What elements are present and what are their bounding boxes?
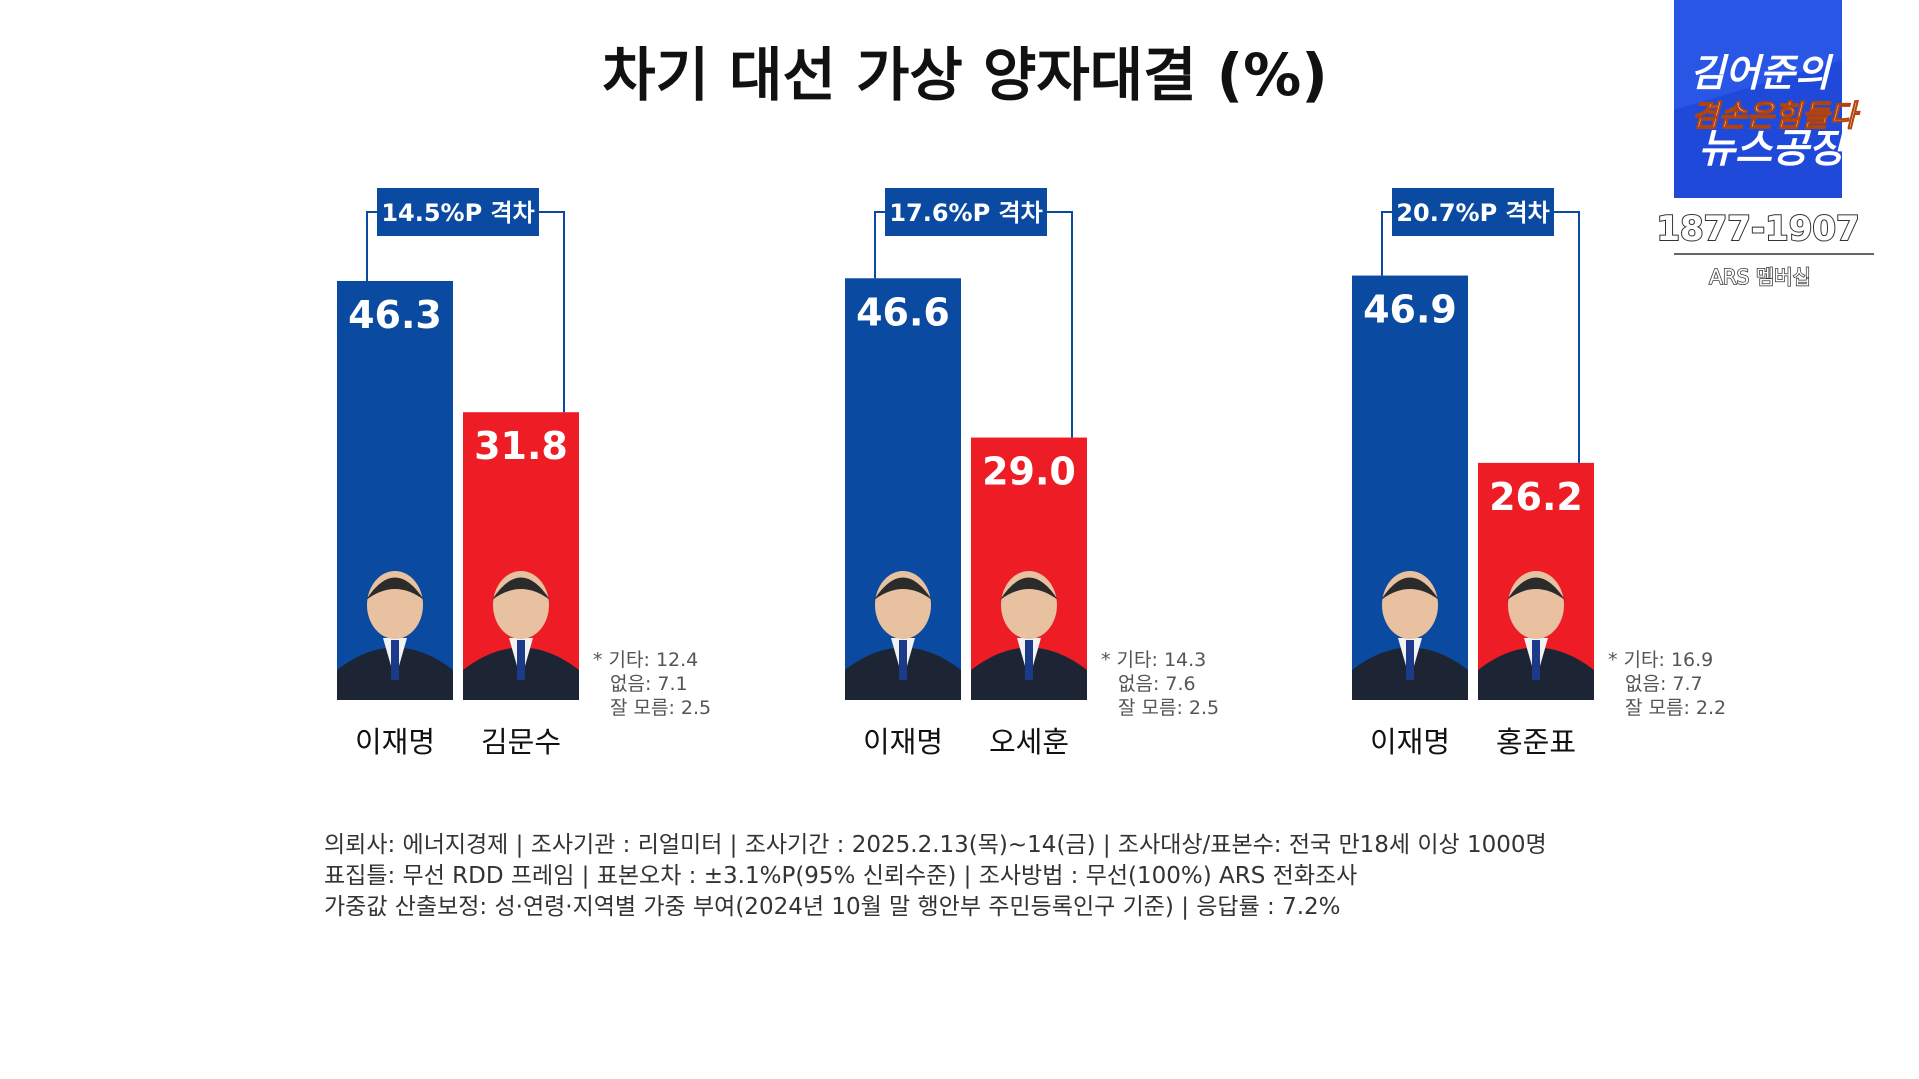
bar-value-label: 29.0 [982,450,1076,494]
candidate-name: 이재명 [355,725,435,759]
survey-footnote: 의뢰사: 에너지경제 | 조사기관 : 리얼미터 | 조사기간 : 2025.2… [324,832,1547,920]
candidate-photo [337,571,453,700]
candidate-photo [1478,571,1594,700]
footnote-line-1: 의뢰사: 에너지경제 | 조사기관 : 리얼미터 | 조사기간 : 2025.2… [324,832,1547,858]
tie [899,640,907,680]
gap-label: 14.5%P 격차 [381,199,534,227]
footnote-line-3: 가중값 산출보정: 성·연령·지역별 가중 부여(2024년 10월 말 행안부… [324,894,1341,920]
hair [1381,577,1439,600]
others-note: 잘 모름: 2.2 [1625,697,1726,719]
logo-panel-shade [1674,0,1842,110]
candidate-photo [1352,571,1468,700]
hair [1000,577,1058,600]
ars-membership: ARS 멤버십 [1709,265,1811,289]
tie [391,640,399,680]
hair [874,577,932,600]
hair [1507,577,1565,600]
gap-label: 17.6%P 격차 [889,199,1042,227]
hair [492,577,550,600]
logo-line-1: 김어준의 [1690,51,1834,95]
others-note: 없음: 7.7 [1625,673,1703,695]
others-note: 없음: 7.6 [1118,673,1196,695]
bar-groups: 46.3 이재명 31.8 김문수 14.5%P 격차 * 기타: 12.4없음: 7.1… [337,188,1726,759]
bar-value-label: 26.2 [1489,475,1583,519]
bar-value-label: 46.9 [1363,288,1457,332]
candidate-photo [463,571,579,700]
others-note: 없음: 7.1 [610,673,688,695]
candidate-name: 이재명 [863,725,943,759]
candidate-name: 홍준표 [1496,725,1576,759]
candidate-name: 이재명 [1370,725,1450,759]
others-note: * 기타: 12.4 [593,649,698,671]
footnote-line-2: 표집틀: 무선 RDD 프레임 | 표본오차 : ±3.1%P(95% 신뢰수준… [324,863,1357,889]
broadcast-logo: 김어준의 겸손은힘들다 뉴스공장 1877-1907 ARS 멤버십 [1655,0,1874,290]
tie [1406,640,1414,680]
gap-label: 20.7%P 격차 [1396,199,1549,227]
phone-number: 1877-1907 [1656,209,1859,249]
candidate-photo [845,571,961,700]
candidate-name: 오세훈 [989,725,1069,759]
bar-group-1: 46.3 이재명 31.8 김문수 14.5%P 격차 * 기타: 12.4없음: 7.1… [337,188,711,759]
gap-badge [885,188,1047,236]
tie [517,640,525,680]
bar-value-label: 46.6 [856,290,950,334]
candidate-photo [971,571,1087,700]
bar-value-label: 31.8 [474,424,568,468]
logo-line-3: 뉴스공장 [1698,126,1851,172]
tie [1532,640,1540,680]
bar-group-2: 46.6 이재명 29.0 오세훈 17.6%P 격차 * 기타: 14.3없음: 7.6… [845,188,1219,759]
others-note: 잘 모름: 2.5 [610,697,711,719]
others-note: * 기타: 16.9 [1608,649,1713,671]
hair [366,577,424,600]
bar-group-3: 46.9 이재명 26.2 홍준표 20.7%P 격차 * 기타: 16.9없음: 7.7… [1352,188,1726,759]
candidate-name: 김문수 [481,725,561,759]
bar-value-label: 46.3 [348,293,442,337]
others-note: * 기타: 14.3 [1101,649,1206,671]
gap-badge [377,188,539,236]
gap-badge [1392,188,1554,236]
logo-line-2: 겸손은힘들다 [1691,99,1860,134]
chart-title: 차기 대선 가상 양자대결 (%) [602,41,1328,109]
others-note: 잘 모름: 2.5 [1118,697,1219,719]
tie [1025,640,1033,680]
